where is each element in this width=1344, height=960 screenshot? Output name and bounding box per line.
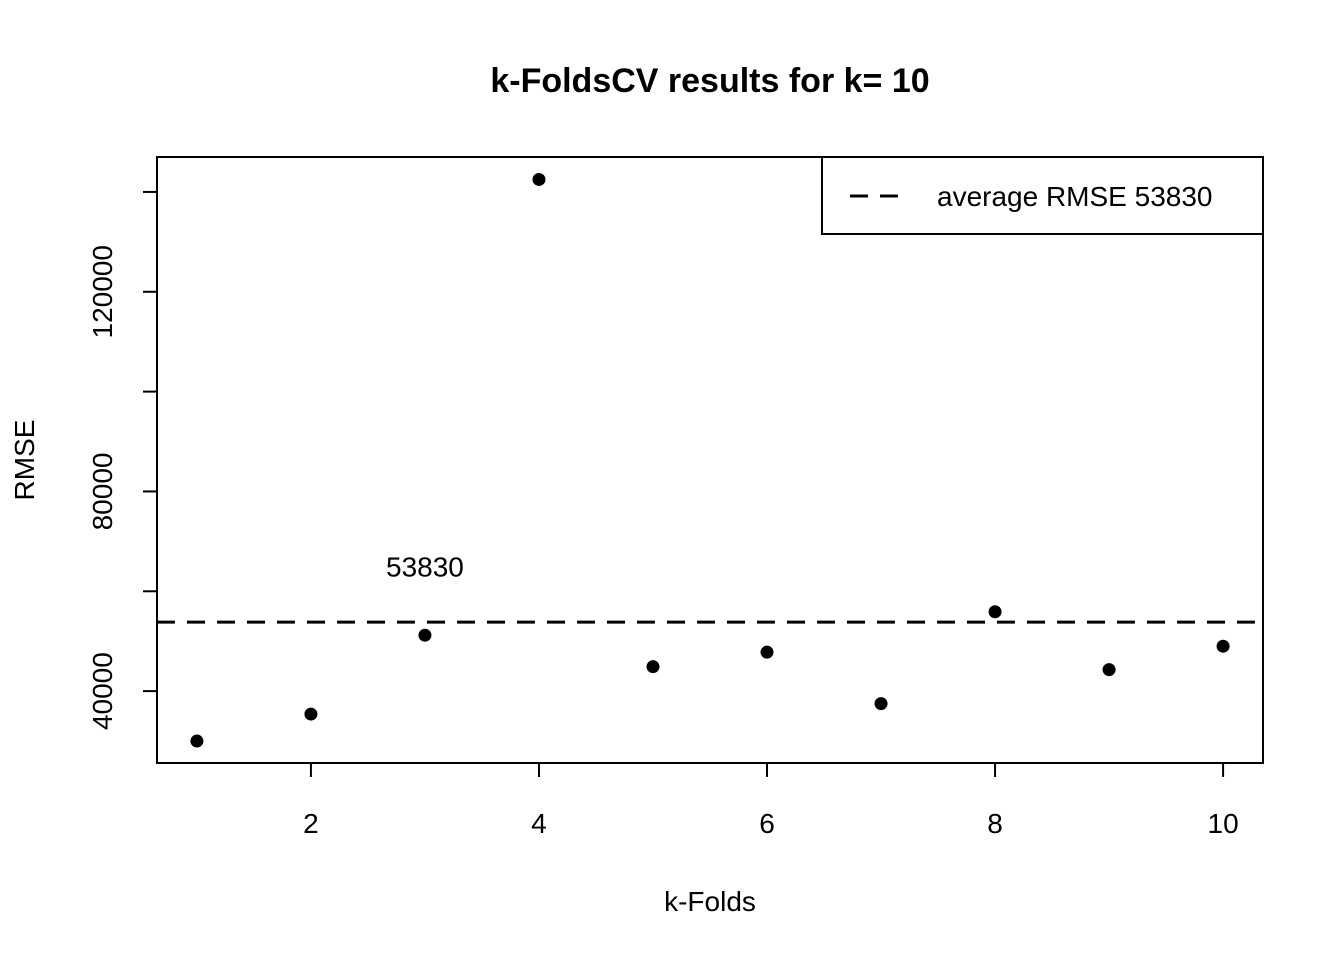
data-point (190, 734, 204, 748)
y-tick-label: 40000 (87, 652, 118, 730)
y-axis-label: RMSE (9, 420, 40, 501)
legend: average RMSE 53830 (821, 156, 1264, 235)
data-point (874, 697, 888, 711)
y-tick-label: 120000 (87, 245, 118, 338)
legend-entry-label: average RMSE 53830 (937, 181, 1213, 212)
legend-box (821, 156, 1264, 235)
data-points (190, 172, 1230, 748)
x-tick-label: 4 (531, 808, 547, 839)
chart-title: k-FoldsCV results for k= 10 (490, 62, 929, 100)
data-point (1102, 663, 1116, 677)
data-point (760, 645, 774, 659)
x-axis-label: k-Folds (664, 886, 756, 917)
x-tick-label: 2 (303, 808, 319, 839)
data-point (304, 707, 318, 721)
y-axis: 40000 80000 120000 (87, 190, 158, 730)
average-annotation: 53830 (386, 551, 464, 582)
data-point (532, 172, 546, 186)
plot-area-border (156, 156, 1264, 764)
x-axis: 2 4 6 8 10 (303, 762, 1239, 839)
data-point (418, 628, 432, 642)
x-tick-label: 6 (759, 808, 775, 839)
data-point (646, 660, 660, 674)
y-tick-label: 80000 (87, 453, 118, 531)
x-tick-label: 10 (1208, 808, 1239, 839)
x-tick-label: 8 (987, 808, 1003, 839)
data-point (1216, 639, 1230, 653)
data-point (988, 605, 1002, 619)
